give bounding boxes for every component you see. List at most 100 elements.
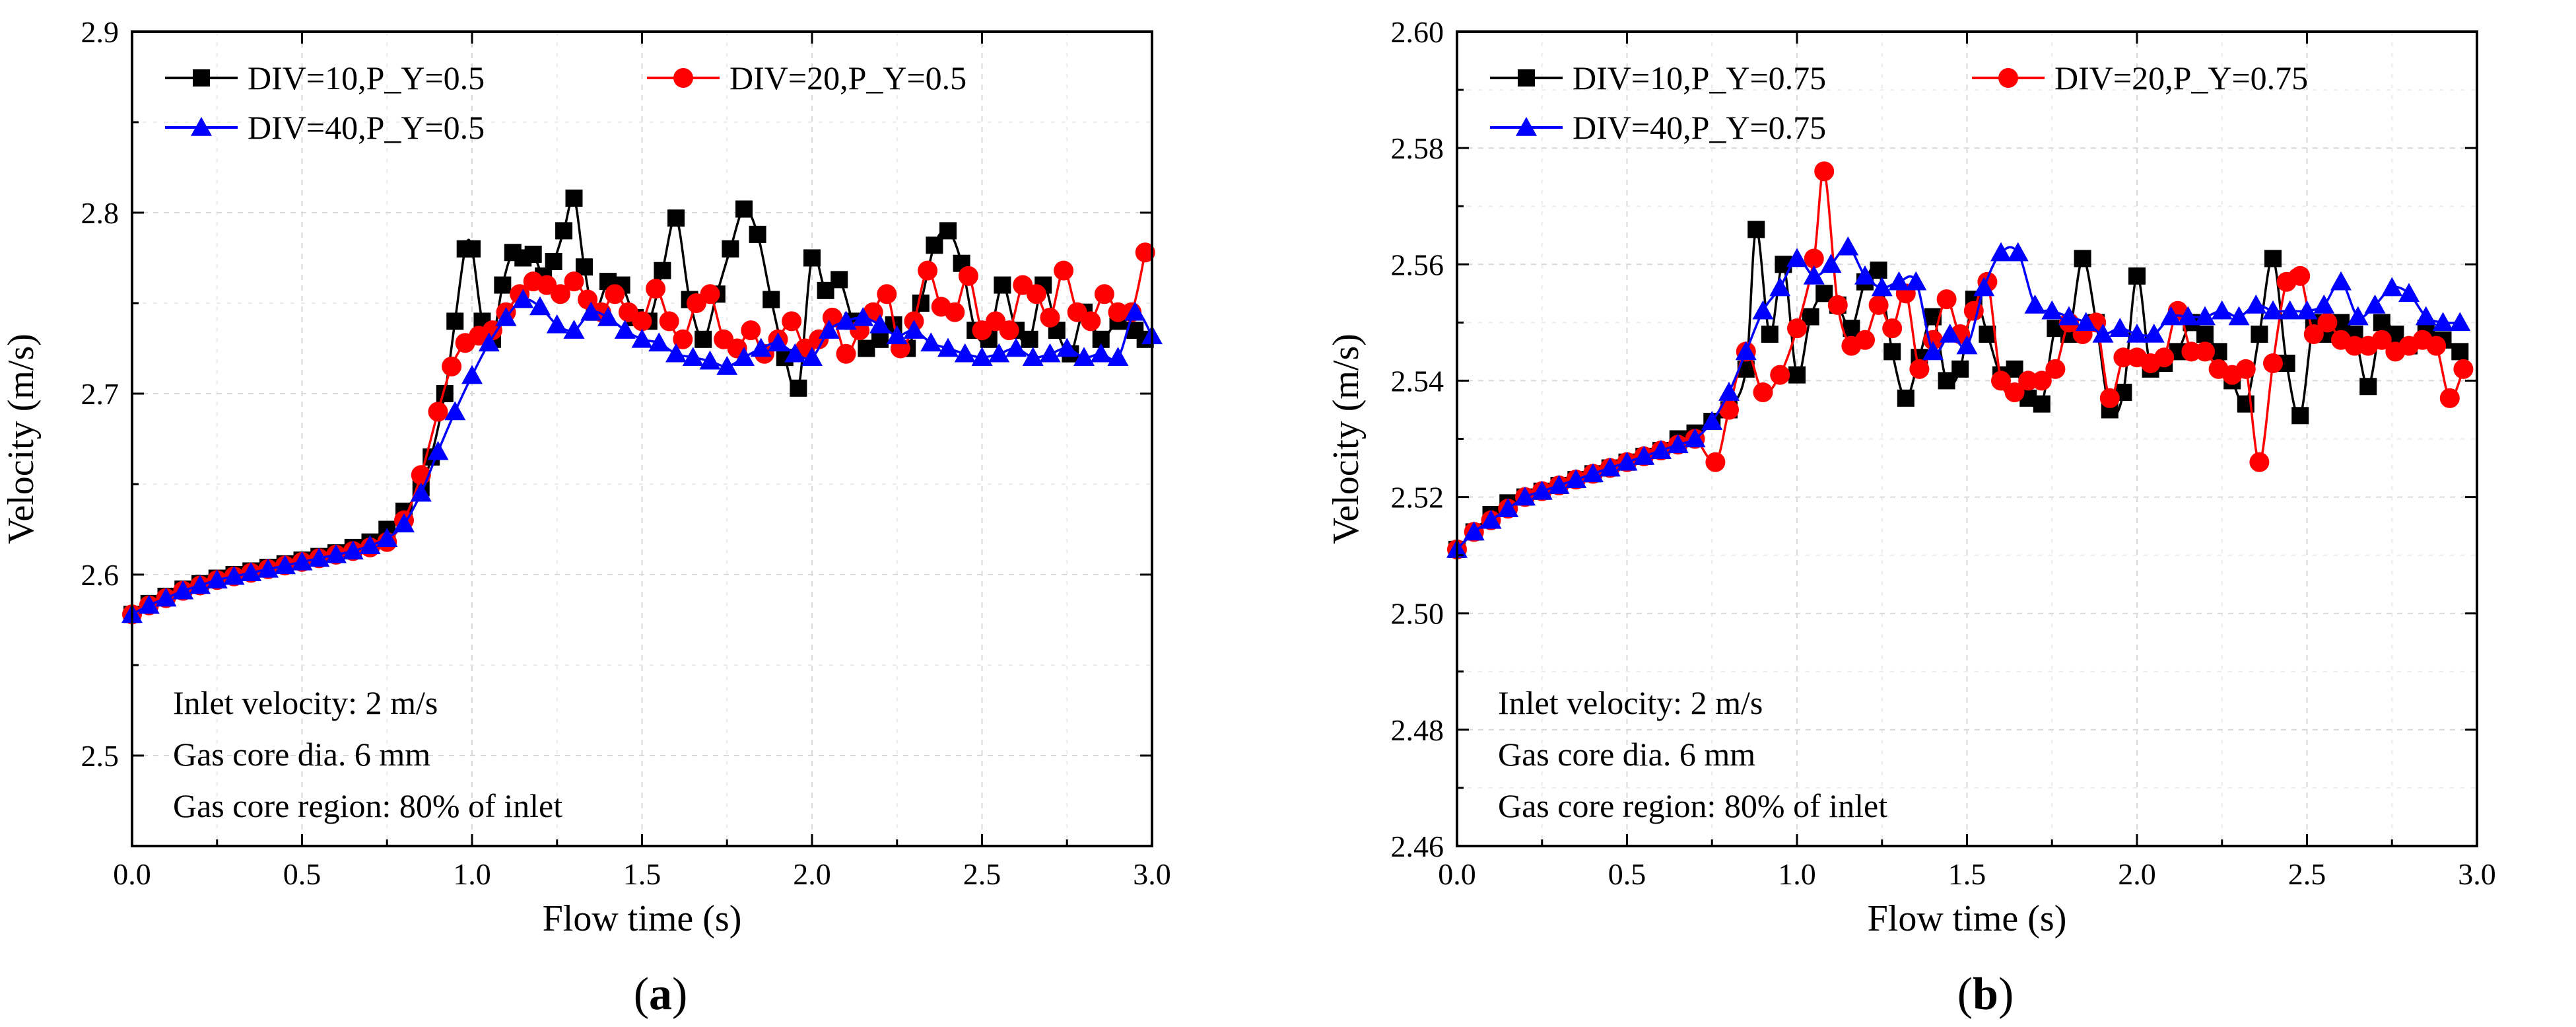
data-point [767,332,789,352]
legend-marker [1516,117,1537,136]
grid-b [1456,31,2478,847]
data-point [1868,295,1889,315]
x-tick-label: 2.5 [2288,857,2326,891]
data-point [2211,300,2233,320]
data-point [1769,277,1791,297]
data-point [1870,262,1887,279]
annotation-text: Gas core dia. 6 mm [1498,736,1755,773]
y-axis-b: 2.46 2.48 2.50 2.52 2.54 2.56 2.58 2.60 [1391,15,2477,863]
data-point [1094,284,1114,304]
data-point [427,441,449,460]
data-point [1855,330,1875,350]
data-point [2398,283,2420,302]
data-point [801,347,823,366]
data-point [1854,265,1876,285]
series-line [131,196,1146,616]
annotations-a: Inlet velocity: 2 m/s Gas core dia. 6 mm G… [173,684,562,824]
data-point [1650,440,1672,459]
data-point [155,587,177,607]
data-point [1021,330,1038,348]
data-point [1497,498,1519,517]
data-point [877,284,897,304]
data-point [750,337,772,357]
data-point [308,548,330,567]
data-point [2007,242,2029,262]
y-tick-label: 2.50 [1391,597,1444,631]
annotation-text: Gas core region: 80% of inlet [173,787,562,824]
grid-a [131,31,1153,846]
data-point [2126,323,2148,343]
data-point [646,279,666,299]
legend-marker [1998,68,2018,88]
data-point [1565,469,1587,488]
data-point [1747,221,1765,238]
data-point [2031,371,2052,391]
legend-marker [673,68,693,88]
data-point [852,306,874,326]
data-point [257,558,279,578]
legend-item: DIV=10,P_Y=0.5 [165,59,485,96]
data-point [2453,359,2474,379]
data-point [546,314,568,334]
data-point [2279,300,2301,320]
data-point [1753,382,1773,403]
data-point [631,328,653,348]
data-point [1956,335,1978,355]
data-point [240,562,262,582]
y-tick-label: 2.5 [81,739,119,773]
data-point [1888,271,1910,291]
data-point [903,320,925,339]
x-tick-label: 2.5 [963,857,1001,891]
data-point [2451,343,2469,361]
data-point [495,306,517,326]
data-point [1135,242,1155,263]
panel-label: (a) [634,969,688,1020]
x-tick-label: 1.5 [1948,857,1986,891]
legend-marker [193,69,210,87]
data-point [939,222,957,240]
data-point [2262,300,2284,320]
data-point [1081,311,1101,332]
series-line [1456,169,2465,551]
data-point [325,544,347,563]
data-point [393,513,415,533]
data-point [1633,445,1655,465]
data-point [1990,242,2012,262]
y-axis-title: Velocity (m/s) [1,334,42,544]
data-point [2264,250,2282,267]
series-b-0 [1448,221,2469,558]
data-point [359,535,381,554]
data-point [735,200,753,218]
chart-panel-a: 0.0 0.5 1.0 1.5 2.0 2.5 3.0 2.5 2.6 2.7 2.8 2.9 Flow… [1,15,1171,1020]
data-point [1787,318,1807,339]
legend-marker [1518,69,1535,87]
data-point [937,337,959,357]
data-point [1786,248,1808,267]
data-point [1897,389,1915,407]
data-point [1936,289,1957,310]
data-point [563,320,585,339]
data-point [673,329,693,349]
data-point [2313,294,2335,314]
data-point [461,365,483,384]
data-point [1963,301,1984,321]
y-tick-label: 2.46 [1391,830,1444,863]
data-point [478,332,500,352]
y-tick-label: 2.60 [1391,15,1444,49]
data-point [1788,366,1806,384]
data-point [835,310,857,330]
data-point [1871,277,1893,297]
data-point [1719,400,1739,420]
x-axis-title: Flow time (s) [1868,898,2067,939]
data-point [2371,330,2392,350]
x-tick-label: 0.0 [113,857,151,891]
data-point [1939,323,1961,343]
x-tick-label: 0.5 [283,857,322,891]
annotation-text: Inlet velocity: 2 m/s [173,684,438,721]
data-point [1026,284,1046,304]
data-point [733,347,755,366]
data-point [446,312,464,330]
data-point [529,296,551,316]
data-point [2041,300,2063,320]
legend-label: DIV=10,P_Y=0.5 [248,59,485,96]
